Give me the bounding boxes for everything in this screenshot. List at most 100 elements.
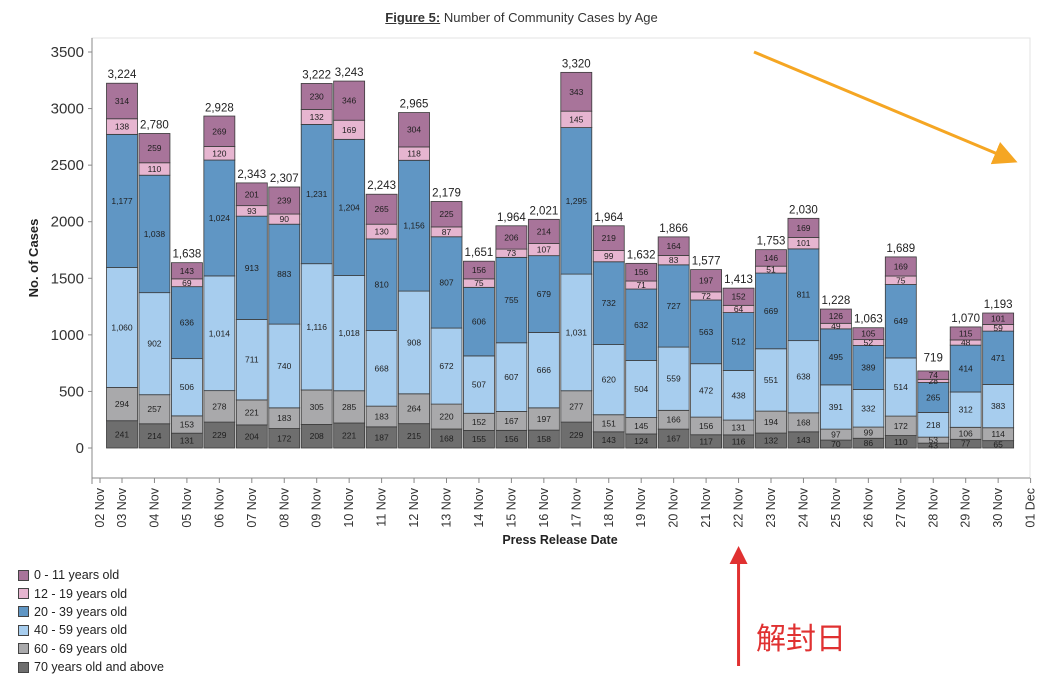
segment-label: 471 [991, 353, 1005, 363]
segment-label: 1,295 [566, 196, 588, 206]
bar-segment [333, 80, 366, 121]
bar-segment [268, 223, 301, 325]
segment-label: 220 [439, 412, 453, 422]
segment-label: 172 [894, 421, 908, 431]
segment-label: 1,038 [144, 229, 166, 239]
segment-label: 110 [148, 164, 162, 174]
bar-segment [982, 312, 1015, 325]
bar-segment [430, 201, 463, 228]
bar-segment [203, 275, 236, 392]
segment-label: 101 [796, 238, 810, 248]
legend-item-60-69[interactable]: 60 - 69 years old [18, 640, 164, 658]
segment-label: 131 [731, 422, 745, 432]
segment-label: 669 [764, 306, 778, 316]
legend-label: 0 - 11 years old [34, 568, 120, 583]
total-label: 1,063 [854, 314, 883, 326]
segment-label: 49 [831, 321, 841, 331]
segment-label: 314 [115, 96, 129, 106]
segment-label: 143 [180, 266, 194, 276]
total-label: 2,243 [367, 180, 396, 192]
bar-segment [560, 71, 593, 112]
total-label: 2,021 [529, 205, 558, 217]
segment-label: 563 [699, 327, 713, 337]
bar-segment [268, 186, 301, 215]
segment-label: 166 [667, 415, 681, 425]
bar-segment [592, 261, 625, 345]
bar-segment [657, 346, 690, 411]
segment-label: 138 [115, 122, 129, 132]
segment-label: 305 [310, 402, 324, 412]
legend-swatch [18, 643, 29, 655]
total-label: 1,753 [757, 236, 786, 248]
segment-label: 638 [796, 372, 810, 382]
segment-label: 77 [961, 439, 971, 449]
segment-label: 101 [991, 314, 1005, 324]
bar-segment [203, 159, 236, 277]
bar-segment [235, 215, 268, 320]
segment-label: 902 [147, 339, 161, 349]
segment-label: 143 [796, 435, 810, 445]
segment-label: 512 [731, 337, 745, 347]
segment-label: 506 [180, 382, 194, 392]
x-tick-label: 20 Nov [667, 487, 681, 527]
x-tick-label: 22 Nov [732, 487, 746, 527]
segment-label: 97 [831, 430, 841, 440]
segment-label: 278 [212, 401, 226, 411]
total-label: 1,193 [984, 299, 1013, 311]
segment-label: 73 [507, 248, 517, 258]
x-tick-label: 01 Dec [1024, 488, 1038, 528]
segment-label: 118 [407, 149, 421, 159]
total-label: 1,413 [724, 274, 753, 286]
segment-label: 668 [375, 363, 389, 373]
total-label: 719 [924, 353, 943, 365]
bar-segment [138, 292, 171, 396]
segment-label: 204 [245, 431, 259, 441]
segment-label: 811 [797, 290, 811, 300]
x-tick-label: 18 Nov [602, 487, 616, 527]
bar-segment [820, 308, 852, 324]
segment-label: 504 [634, 384, 648, 394]
segment-label: 1,116 [306, 322, 327, 332]
segment-label: 64 [734, 304, 744, 314]
legend-item-20-39[interactable]: 20 - 39 years old [18, 603, 164, 621]
segment-label: 131 [180, 436, 194, 446]
segment-label: 117 [699, 436, 713, 446]
legend-item-70-plus[interactable]: 70 years old and above [18, 658, 164, 676]
total-label: 3,222 [302, 69, 331, 81]
segment-label: 155 [472, 434, 486, 444]
figure-title: Number of Community Cases by Age [443, 10, 658, 25]
segment-label: 672 [439, 361, 453, 371]
segment-label: 1,031 [566, 327, 588, 337]
bar-segment [300, 83, 333, 110]
total-label: 1,070 [951, 313, 980, 325]
legend-item-40-59[interactable]: 40 - 59 years old [18, 621, 164, 639]
segment-label: 206 [504, 232, 518, 242]
legend-swatch [18, 606, 29, 618]
segment-label: 145 [634, 421, 648, 431]
segment-label: 414 [959, 364, 973, 374]
legend-item-12-19[interactable]: 12 - 19 years old [18, 584, 164, 602]
bar-segment [690, 363, 722, 418]
segment-label: 265 [926, 392, 940, 402]
segment-label: 169 [894, 261, 908, 271]
bar-segment [398, 423, 430, 449]
bar-segment [884, 357, 917, 417]
segment-label: 229 [212, 430, 226, 440]
bar-segment [852, 345, 885, 390]
bar-segment [982, 384, 1015, 429]
bar-segment [106, 387, 138, 422]
legend-item-0-11[interactable]: 0 - 11 years old [18, 566, 164, 584]
segment-label: 28 [929, 376, 939, 386]
segment-label: 1,177 [111, 196, 133, 206]
bar-segment [333, 390, 366, 424]
y-tick-label: 500 [59, 383, 84, 400]
x-tick-label: 02 Nov [93, 487, 107, 527]
bar-segment [365, 193, 398, 225]
total-label: 2,307 [270, 173, 299, 185]
legend-label: 40 - 59 years old [34, 623, 128, 638]
x-tick-label: 12 Nov [407, 487, 421, 527]
bar-segment [106, 82, 138, 120]
bar-segment [365, 238, 398, 331]
bar-segment [625, 288, 658, 361]
total-label: 1,651 [465, 247, 494, 259]
